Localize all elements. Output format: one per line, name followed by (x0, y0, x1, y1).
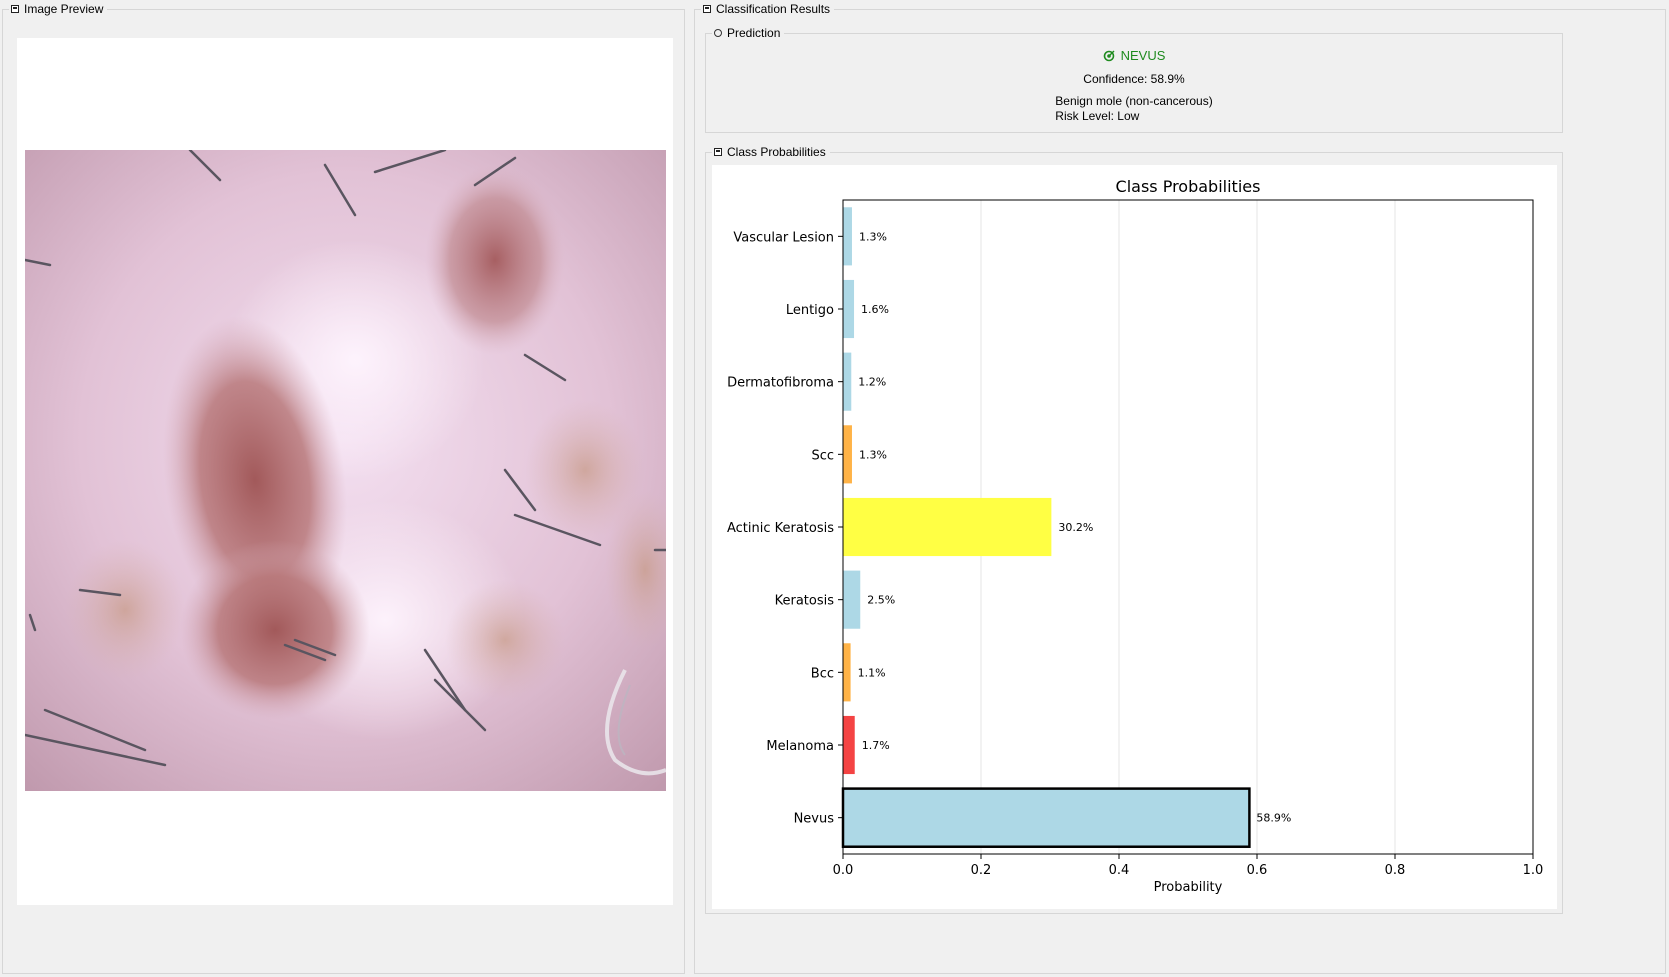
bar-value-label: 58.9% (1256, 812, 1291, 825)
y-tick-label: Nevus (794, 812, 835, 827)
save-icon (703, 5, 711, 13)
image-icon (11, 5, 19, 13)
bar-value-label: 1.3% (859, 230, 887, 243)
bar-value-label: 2.5% (867, 594, 895, 607)
classification-results-title: Classification Results (701, 1, 835, 17)
x-tick-label: 1.0 (1523, 863, 1544, 878)
y-tick-label: Actinic Keratosis (727, 521, 834, 536)
chart-icon (714, 148, 722, 156)
prediction-title: Prediction (712, 25, 785, 41)
class-probabilities-title-text: Class Probabilities (727, 145, 826, 159)
image-canvas (17, 38, 673, 905)
predicted-class-text: NEVUS (1120, 48, 1166, 63)
dermoscopy-image (25, 150, 666, 791)
risk-level-text: Risk Level: Low (1055, 108, 1140, 123)
x-tick-label: 0.0 (833, 863, 854, 878)
description-text: Benign mole (non-cancerous) (1055, 93, 1213, 108)
chart-title: Class Probabilities (1116, 177, 1261, 196)
bar (843, 352, 852, 411)
bar (843, 715, 855, 775)
probability-chart-area: 58.9% Nevus 1.7% Melanoma 1.1% Bcc 2.5% Keratos… (712, 165, 1557, 909)
bar (843, 570, 861, 629)
classification-results-panel: Classification Results (694, 1, 1666, 974)
bar-value-label: 1.7% (862, 739, 890, 752)
image-preview-title-text: Image Preview (24, 2, 104, 16)
bar (843, 279, 855, 339)
image-preview-title: Image Preview (9, 1, 108, 17)
y-tick-label: Vascular Lesion (733, 230, 834, 245)
target-icon (714, 29, 722, 37)
x-tick-label: 0.4 (1109, 863, 1130, 878)
bar (843, 207, 852, 266)
bar (843, 425, 852, 484)
bar-value-label: 1.2% (858, 376, 886, 389)
x-axis-label: Probability (1154, 880, 1223, 895)
prediction-description: Benign mole (non-cancerous) Risk Level: … (1055, 94, 1212, 124)
x-tick-label: 0.2 (971, 863, 992, 878)
bar-value-label: 1.6% (861, 303, 889, 316)
bar (841, 787, 1251, 848)
class-probabilities-title: Class Probabilities (712, 144, 830, 160)
classification-results-title-text: Classification Results (716, 2, 831, 16)
y-tick-label: Bcc (811, 666, 834, 681)
bar (843, 497, 1052, 557)
y-tick-label: Melanoma (766, 739, 834, 754)
y-tick-label: Dermatofibroma (727, 376, 834, 391)
y-tick-label: Lentigo (786, 303, 834, 318)
target-icon (1103, 50, 1115, 61)
predicted-class-label: NEVUS (1103, 48, 1166, 63)
probability-bar-chart: 58.9% Nevus 1.7% Melanoma 1.1% Bcc 2.5% Keratos… (727, 177, 1544, 895)
x-tick-label: 0.6 (1247, 863, 1268, 878)
y-tick-label: Scc (811, 448, 834, 463)
prediction-box: Prediction NEVUS Confidence: 58.9% Benig… (705, 25, 1563, 133)
plot-frame (842, 199, 1534, 855)
confidence-text: Confidence: 58.9% (1083, 71, 1185, 86)
bar-value-label: 1.3% (859, 448, 887, 461)
prediction-content: NEVUS Confidence: 58.9% Benign mole (non… (706, 48, 1562, 124)
bar-value-label: 1.1% (858, 666, 886, 679)
y-tick-label: Keratosis (775, 594, 835, 609)
bar-value-label: 30.2% (1058, 521, 1093, 534)
image-preview-panel: Image Preview (2, 1, 685, 974)
x-tick-label: 0.8 (1385, 863, 1406, 878)
bar (843, 643, 851, 702)
class-probabilities-box: Class Probabilities (705, 144, 1563, 914)
prediction-title-text: Prediction (727, 26, 781, 40)
